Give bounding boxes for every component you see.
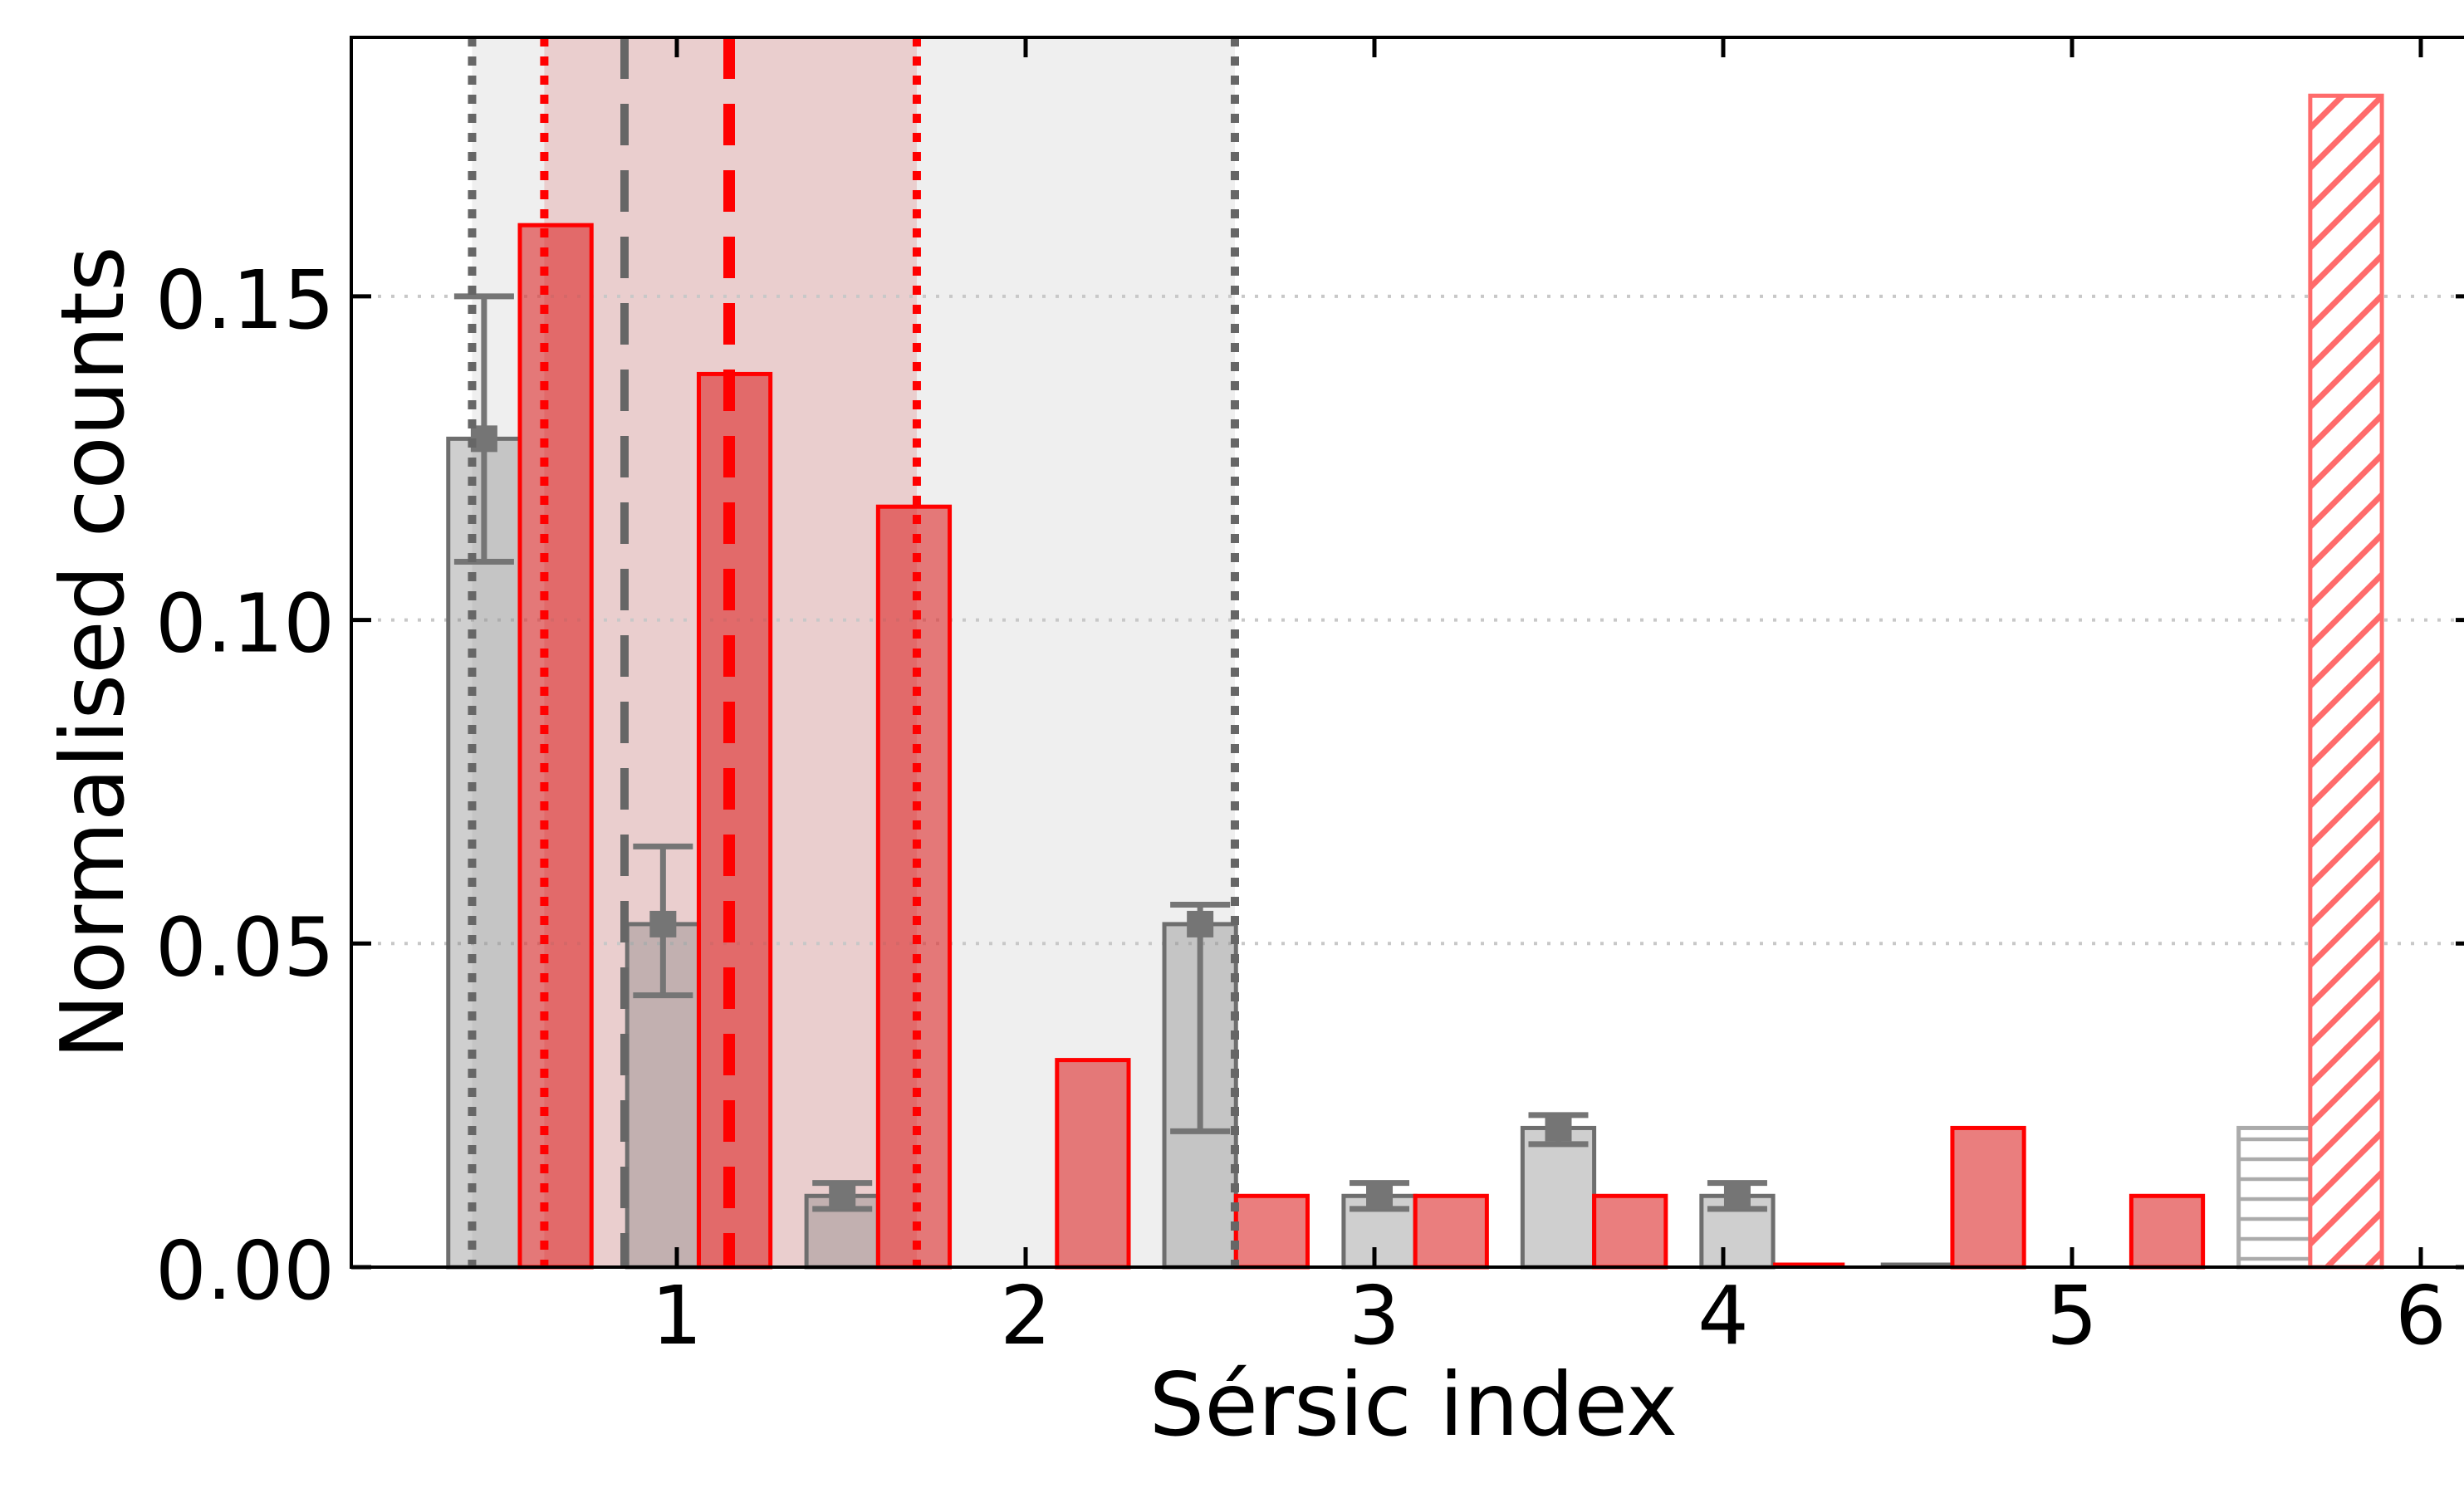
plot-spines	[350, 36, 2464, 1269]
grey-histogram-bar-10	[2236, 1125, 2313, 1270]
red-histogram-bar-0	[517, 223, 594, 1270]
error-marker-6	[1545, 1114, 1572, 1142]
error-marker-4	[1187, 910, 1214, 937]
x-tick-label-5: 5	[2046, 1269, 2098, 1363]
red-histogram-bar-10	[2308, 93, 2384, 1270]
median-vlines	[468, 37, 1239, 1267]
grey-histogram-bar-6	[1520, 1125, 1597, 1270]
y-tick-label-0.00: 0.00	[155, 1224, 335, 1318]
y-tick-label-0.10: 0.10	[155, 577, 335, 671]
error-bars	[453, 293, 1767, 1212]
y-tick-label-0.05: 0.05	[155, 900, 335, 994]
red-histogram-bar-4	[1233, 1193, 1310, 1270]
y-axis-label: Normalised counts	[42, 246, 144, 1059]
x-axis-label: Sérsic index	[1149, 1354, 1678, 1456]
x-tick-label-4: 4	[1697, 1269, 1749, 1363]
red-histogram-bar-6	[1592, 1193, 1668, 1270]
x-tick-label-2: 2	[1000, 1269, 1051, 1363]
red-histogram-bar-5	[1413, 1193, 1489, 1270]
red-histogram-bar-8	[1950, 1125, 2026, 1270]
axes-spines-ticks	[350, 36, 2464, 1270]
sersic-histogram-chart: Sérsic index Normalised counts 1 2 3 4 5 6 0.0…	[42, 36, 2464, 1456]
y-tick-label-0.15: 0.15	[155, 253, 335, 347]
error-marker-7	[1723, 1182, 1751, 1210]
x-tick-label-1: 1	[651, 1269, 703, 1363]
x-tick-label-3: 3	[1349, 1269, 1400, 1363]
axis-text: Sérsic index Normalised counts 1 2 3 4 5 6 0.0…	[42, 246, 2447, 1456]
red-histogram-bar-9	[2128, 1193, 2206, 1270]
gridlines	[351, 294, 2464, 946]
error-marker-2	[829, 1182, 856, 1210]
error-marker-1	[649, 910, 677, 937]
sersic-index-figure: Sérsic index Normalised counts 1 2 3 4 5 6 0.0…	[33, 13, 2464, 1480]
red-histogram-bar-3	[1055, 1058, 1131, 1270]
error-marker-5	[1366, 1182, 1394, 1210]
x-tick-label-6: 6	[2395, 1269, 2447, 1363]
